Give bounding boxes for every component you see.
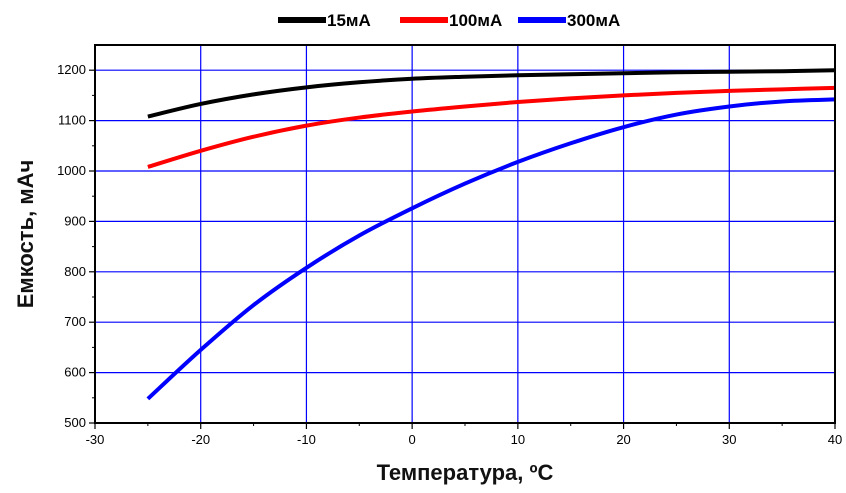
legend-label-15ma: 15мА xyxy=(327,11,371,30)
x-tick-label: 10 xyxy=(511,432,525,447)
x-axis-title: Температура, ºС xyxy=(377,460,554,485)
legend-item-300ma: 300мА xyxy=(518,11,620,30)
x-tick-label: 0 xyxy=(409,432,416,447)
x-tick-label: -20 xyxy=(191,432,210,447)
x-tick-label: 40 xyxy=(828,432,842,447)
legend-label-300ma: 300мА xyxy=(567,11,620,30)
x-tick-label: 20 xyxy=(616,432,630,447)
x-tick-label: -10 xyxy=(297,432,316,447)
legend-label-100ma: 100мА xyxy=(449,11,502,30)
y-tick-label: 500 xyxy=(64,415,86,430)
series-line-300ma xyxy=(146,97,836,401)
legend-item-100ma: 100мА xyxy=(400,11,502,30)
y-axis-title: Емкость, мАч xyxy=(13,160,38,309)
series-line-15ma xyxy=(147,68,836,119)
legend-item-15ma: 15мА xyxy=(278,11,371,30)
y-tick-label: 700 xyxy=(64,314,86,329)
grid-lines xyxy=(95,45,835,423)
legend: 15мА 100мА 300мА xyxy=(278,11,620,30)
x-tick-label: -30 xyxy=(86,432,105,447)
y-tick-label: 1000 xyxy=(57,163,86,178)
y-tick-label: 800 xyxy=(64,264,86,279)
axes: -30 -20 -10 0 10 20 30 40 500 600 700 800 900 1000 110… xyxy=(57,62,842,447)
data-series xyxy=(146,68,836,401)
series-line-100ma xyxy=(147,85,836,169)
x-tick-label: 30 xyxy=(722,432,736,447)
y-tick-label: 900 xyxy=(64,213,86,228)
y-tick-label: 1200 xyxy=(57,62,86,77)
y-tick-label: 1100 xyxy=(58,113,86,128)
y-tick-label: 600 xyxy=(64,365,86,380)
